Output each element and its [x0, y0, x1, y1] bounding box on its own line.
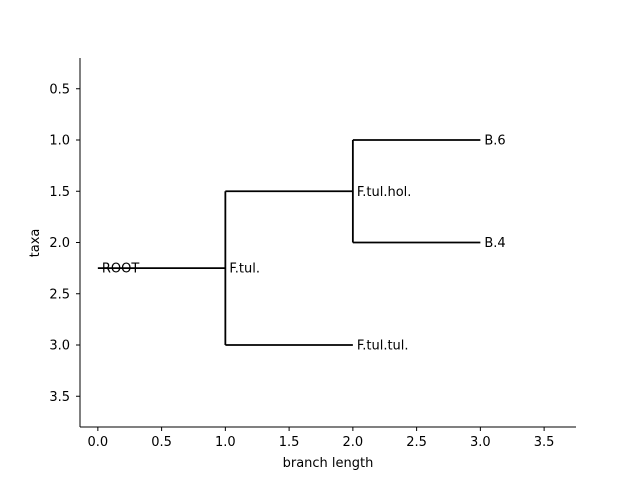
node-label-b6: B.6 — [484, 134, 505, 149]
y-axis-title: taxa — [28, 229, 43, 258]
y-axis-ticks: 0.5 1.0 1.5 2.0 2.5 3.0 3.5 — [49, 82, 80, 405]
node-labels: ROOT F.tul. F.tul.hol. F.tul.tul. B.6 B.4 — [102, 134, 506, 354]
x-tick-label: 2.0 — [343, 435, 364, 450]
tree-branches — [97, 139, 481, 346]
x-tick-label: 1.0 — [215, 435, 236, 450]
node-label-root: ROOT — [102, 262, 139, 277]
x-axis-ticks: 0.0 0.5 1.0 1.5 2.0 2.5 3.0 3.5 — [88, 427, 555, 450]
x-tick-label: 2.5 — [406, 435, 427, 450]
x-tick-label: 3.5 — [534, 435, 555, 450]
x-tick-label: 3.0 — [470, 435, 491, 450]
node-label-ftul: F.tul. — [229, 262, 260, 277]
y-tick-label: 3.0 — [49, 339, 70, 354]
y-tick-label: 3.5 — [49, 390, 70, 405]
x-tick-label: 0.0 — [88, 435, 109, 450]
y-tick-label: 1.5 — [49, 185, 70, 200]
y-tick-label: 2.0 — [49, 236, 70, 251]
node-label-ftultul: F.tul.tul. — [357, 339, 409, 354]
x-tick-label: 1.5 — [279, 435, 300, 450]
y-tick-label: 0.5 — [49, 82, 70, 97]
node-label-b4: B.4 — [484, 236, 505, 251]
x-axis-title: branch length — [283, 456, 374, 471]
y-tick-label: 2.5 — [49, 287, 70, 302]
x-tick-label: 0.5 — [151, 435, 172, 450]
y-tick-label: 1.0 — [49, 134, 70, 149]
node-label-ftulhol: F.tul.hol. — [357, 185, 412, 200]
